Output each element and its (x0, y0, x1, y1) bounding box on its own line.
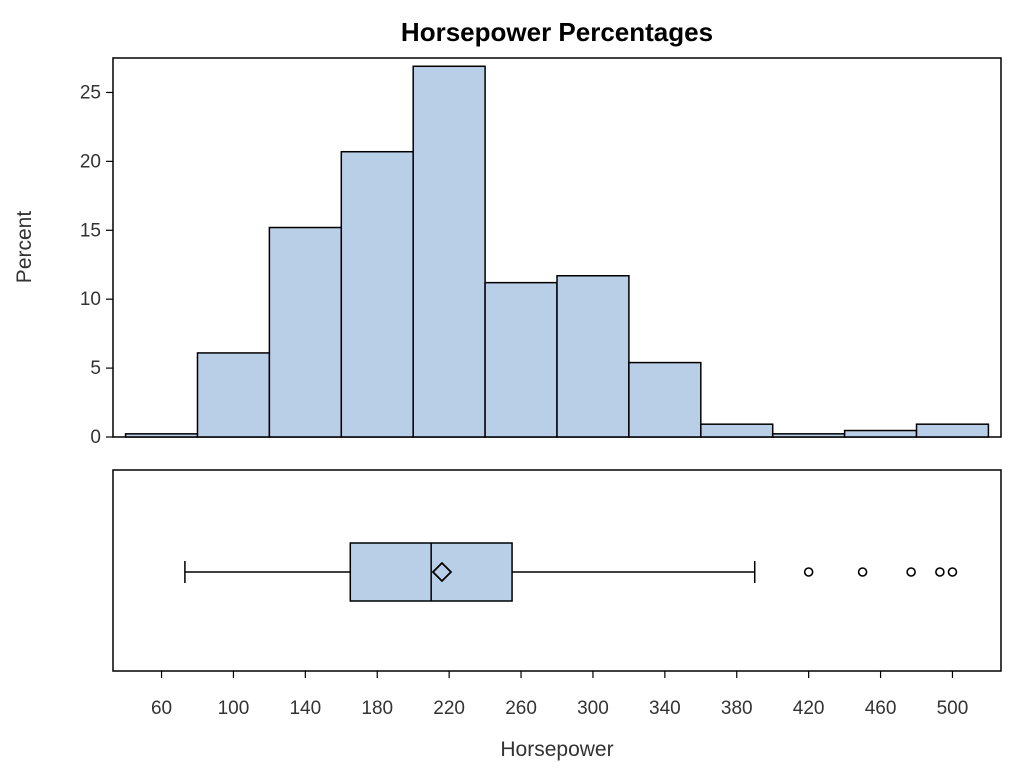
x-axis-label: Horsepower (500, 738, 613, 761)
x-tick-label: 300 (577, 698, 609, 719)
histogram-bar-3 (340, 150, 414, 438)
x-tick-label: 460 (865, 698, 897, 719)
histogram-bar-9 (771, 433, 846, 438)
x-tick-label: 100 (218, 698, 250, 719)
x-tick-label: 220 (433, 698, 465, 719)
x-tick-label: 140 (289, 698, 321, 719)
outlier-point-4 (947, 567, 958, 577)
outlier-point-0 (803, 567, 814, 577)
x-tick-label: 60 (151, 698, 172, 719)
y-tick-label: 0 (90, 427, 101, 448)
histogram-bar-5 (484, 281, 558, 438)
y-tick-label: 25 (80, 82, 101, 103)
y-axis-label: Percent (13, 211, 36, 284)
histogram-bars (124, 65, 990, 438)
histogram-bar-8 (700, 423, 774, 438)
mean-marker (431, 561, 453, 583)
outlier-point-1 (857, 567, 868, 577)
x-tick-label: 420 (793, 698, 825, 719)
histogram-bar-6 (556, 275, 630, 438)
x-tick-label: 380 (721, 698, 753, 719)
histogram-bar-4 (412, 65, 486, 438)
y-tick-label: 20 (80, 151, 101, 172)
y-tick-label: 15 (80, 220, 101, 241)
boxplot-elements (184, 542, 958, 602)
x-tick-label: 340 (649, 698, 681, 719)
y-tick-label: 5 (90, 358, 101, 379)
histogram-bar-1 (196, 352, 271, 438)
x-tick-label: 260 (505, 698, 537, 719)
x-tick-label: 500 (937, 698, 969, 719)
chart-title: Horsepower Percentages (401, 17, 713, 47)
boxplot-panel (112, 469, 1002, 672)
y-axis-ticks: 0 5 10 15 20 25 (80, 82, 113, 448)
histogram-bar-11 (915, 423, 990, 438)
y-tick-label: 10 (80, 289, 101, 310)
outlier-point-3 (935, 567, 945, 577)
x-axis-ticks: 60 100 140 180 220 260 300 340 380 420 460 500 (151, 671, 968, 719)
histogram-bar-0 (124, 433, 199, 438)
histogram-panel: 0 5 10 15 20 25 Percent (13, 57, 1002, 448)
boxplot-frame (112, 469, 1002, 672)
histogram-bar-10 (843, 429, 918, 438)
x-tick-label: 180 (361, 698, 393, 719)
histogram-bar-2 (268, 226, 343, 438)
outlier-point-2 (906, 567, 916, 577)
histogram-bar-7 (628, 361, 702, 438)
